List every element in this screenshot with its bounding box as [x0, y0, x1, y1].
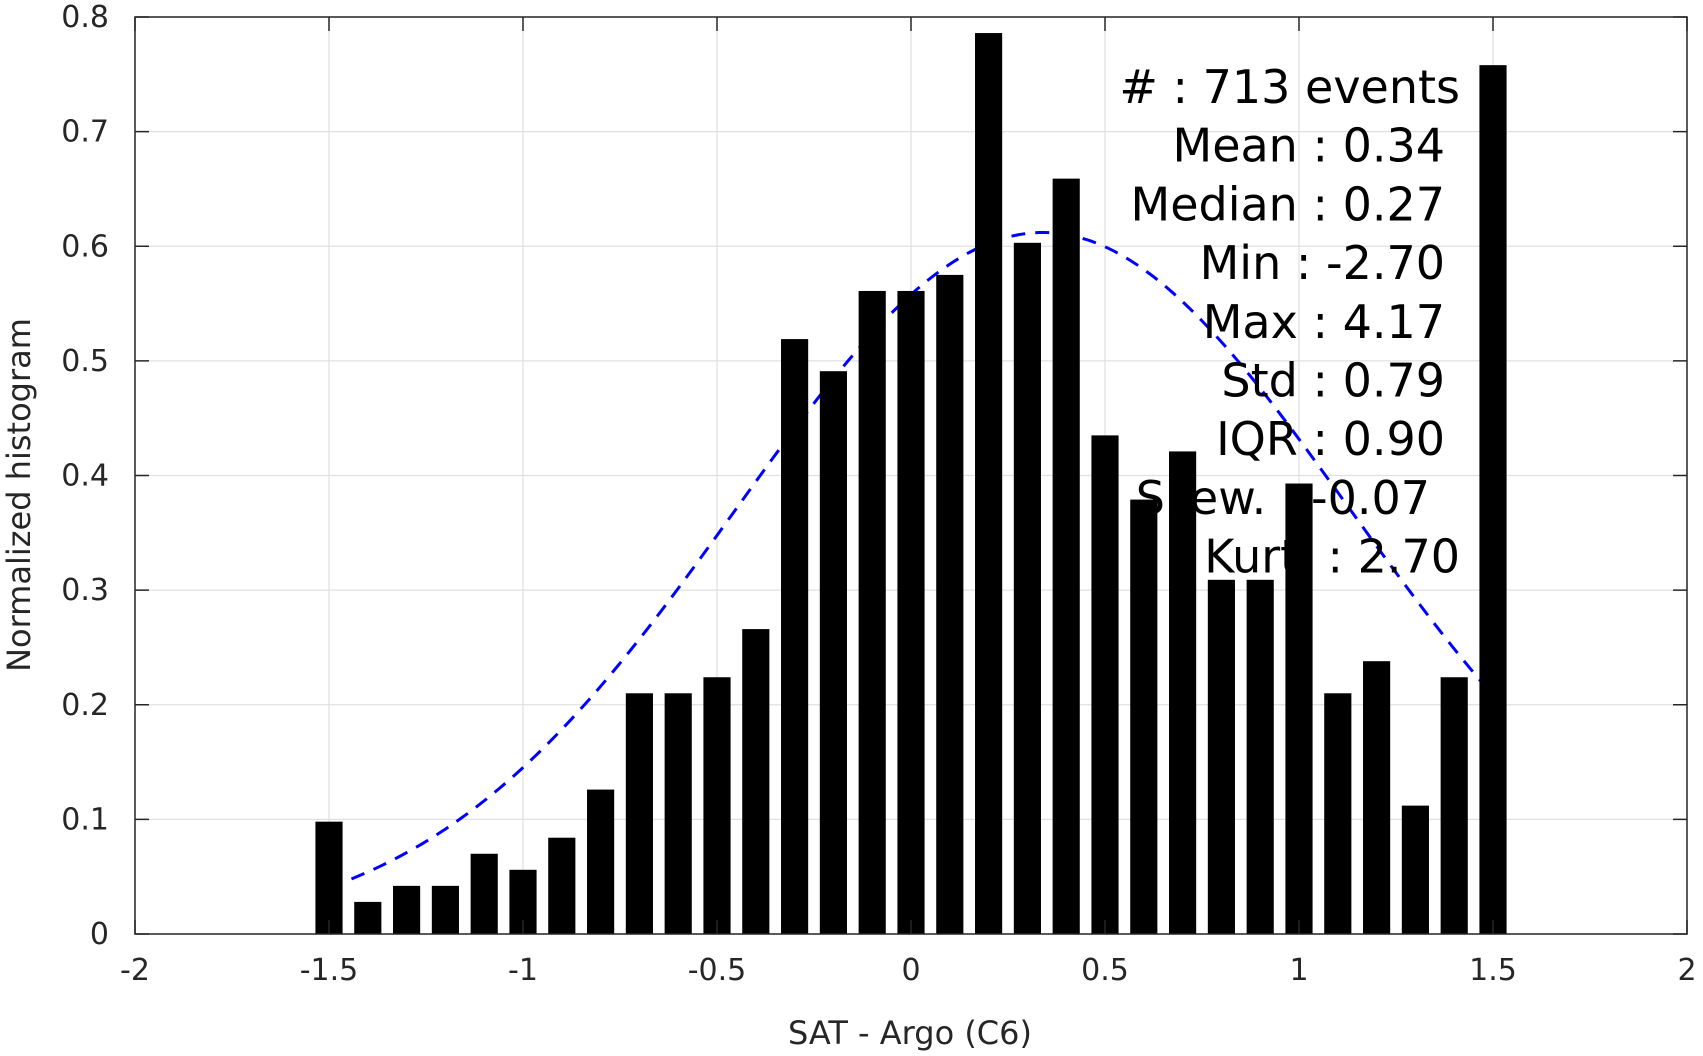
x-tick-label: 2 [1677, 953, 1696, 988]
histogram-bar [1052, 178, 1080, 935]
stats-line: Std : 0.79 [1221, 354, 1445, 408]
x-tick-label: -2 [120, 953, 150, 988]
stats-line: Kurt. : 2.70 [1204, 530, 1460, 584]
x-tick-label: 1.5 [1469, 953, 1517, 988]
histogram-bar [587, 789, 615, 934]
histogram-bar [975, 33, 1003, 935]
histogram-bar [470, 853, 498, 934]
histogram-bar [1169, 451, 1197, 934]
y-tick-label: 0.8 [61, 0, 109, 35]
histogram-bar [1013, 242, 1041, 934]
histogram-bar [1479, 65, 1507, 934]
histogram-bar [354, 901, 382, 934]
histogram-bar [781, 339, 809, 934]
x-tick-label: -0.5 [688, 953, 747, 988]
y-tick-label: 0 [90, 917, 109, 952]
x-tick-label: 0 [901, 953, 920, 988]
histogram-bar [1207, 579, 1235, 934]
histogram-bar [858, 290, 886, 934]
y-axis-title: Normalized histogram [0, 318, 38, 672]
histogram-bar [897, 290, 925, 934]
histogram-bar [625, 693, 653, 934]
y-tick-label: 0.6 [61, 229, 109, 264]
histogram-bar [431, 885, 459, 934]
histogram-bar [1246, 579, 1274, 934]
histogram-bar [703, 677, 731, 934]
histogram-bar [1130, 499, 1158, 934]
x-tick-label: -1 [508, 953, 538, 988]
x-tick-label: -1.5 [300, 953, 359, 988]
y-tick-label: 0.5 [61, 344, 109, 379]
axes: -2 -1.5 -1 -0.5 0 0.5 1 1.5 2 0 0.1 0.2 0.3 0.4 0.5 0.6… [61, 0, 1696, 988]
histogram-bar [1440, 677, 1468, 934]
y-tick-label: 0.2 [61, 688, 109, 723]
stats-line: Mean : 0.34 [1173, 119, 1446, 173]
histogram-bar [819, 371, 847, 934]
y-tick-label: 0.3 [61, 573, 109, 608]
histogram-bar [664, 693, 692, 934]
x-tick-label: 1 [1289, 953, 1308, 988]
stats-line: # : 713 events [1119, 60, 1460, 114]
histogram-bar [315, 821, 343, 934]
histogram-bar [1091, 435, 1119, 934]
y-tick-label: 0.7 [61, 115, 109, 150]
histogram-bar [393, 885, 421, 934]
histogram-bar [548, 837, 576, 934]
x-tick-label: 0.5 [1081, 953, 1129, 988]
histogram-bar [742, 629, 770, 934]
histogram-bar [1285, 483, 1313, 934]
x-axis-title: SAT - Argo (C6) [788, 1014, 1032, 1052]
histogram-bar [936, 274, 964, 934]
stats-line: Max : 4.17 [1203, 295, 1445, 349]
stats-line: IQR : 0.90 [1216, 412, 1445, 466]
y-tick-label: 0.1 [61, 802, 109, 837]
histogram-bar [1324, 693, 1352, 934]
histogram-bar [1401, 805, 1429, 934]
stats-line: Min : -2.70 [1200, 236, 1445, 290]
stats-line: Median : 0.27 [1131, 177, 1445, 231]
y-tick-label: 0.4 [61, 459, 109, 494]
stats-line: Skew. : -0.07 [1136, 471, 1430, 525]
histogram-bar [1363, 661, 1391, 934]
bars [315, 33, 1507, 935]
